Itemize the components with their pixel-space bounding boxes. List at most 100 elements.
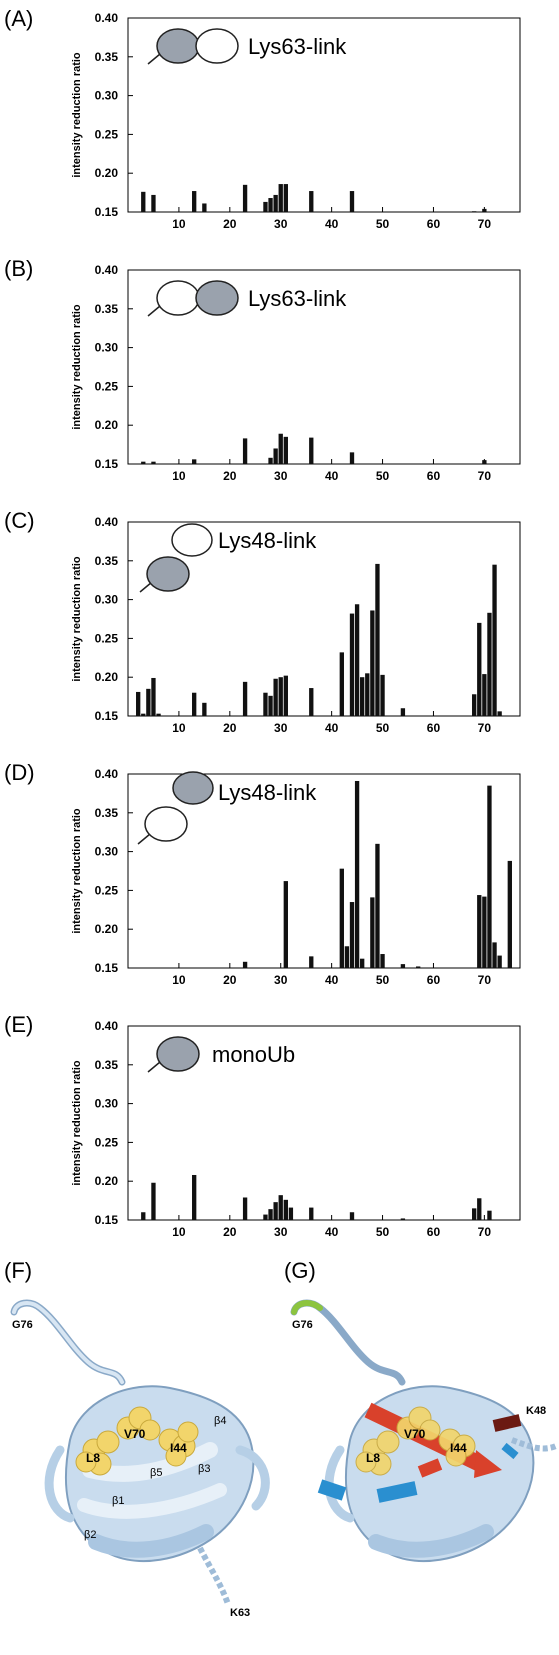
structure-label: β2 xyxy=(84,1529,96,1541)
panel-d: (D) 0.15 0.20 0.25 0.30 0.35 0.40 10 20 30 40 50 60… xyxy=(0,756,559,1001)
x-tick-label: 40 xyxy=(325,721,339,732)
structure-label: K63 xyxy=(230,1607,250,1619)
y-tick-label: 0.40 xyxy=(95,767,119,781)
structure-label: V70 xyxy=(124,1427,146,1441)
bar xyxy=(309,688,314,716)
y-tick-label: 0.15 xyxy=(95,961,119,975)
legend-diubiquitin-icon xyxy=(137,771,214,845)
y-axis-label: intensity reduction ratio xyxy=(71,304,83,430)
bar xyxy=(375,843,380,968)
structure-label: L8 xyxy=(366,1451,380,1465)
bar xyxy=(309,1207,314,1220)
bar xyxy=(288,1207,294,1220)
bar xyxy=(268,695,273,716)
structure-label: β4 xyxy=(214,1415,226,1427)
y-tick-label: 0.25 xyxy=(95,631,119,645)
x-tick-label: 50 xyxy=(376,721,390,732)
bar xyxy=(151,194,156,212)
y-tick-label: 0.25 xyxy=(95,883,119,897)
bar xyxy=(360,677,365,716)
x-tick-label: 60 xyxy=(427,217,441,228)
bar-chart-a: 0.150.200.250.300.350.4010203040506070Re… xyxy=(71,11,521,245)
bar xyxy=(192,1174,197,1220)
bar xyxy=(202,203,207,212)
legend-label: monoUb xyxy=(212,1042,295,1067)
bar xyxy=(268,457,273,464)
bar xyxy=(472,211,477,212)
y-tick-label: 0.20 xyxy=(95,166,119,180)
bar xyxy=(472,1208,477,1220)
bar xyxy=(497,955,502,968)
x-tick-label: 60 xyxy=(427,973,441,984)
bar xyxy=(482,896,487,968)
bar xyxy=(273,448,278,464)
structure-label: L8 xyxy=(86,1451,100,1465)
legend-label: Lys63-link xyxy=(248,34,347,59)
bar xyxy=(283,675,288,716)
x-tick-label: 30 xyxy=(274,469,288,480)
structure-label: β5 xyxy=(150,1467,162,1479)
legend-diubiquitin-icon xyxy=(147,1036,200,1073)
k48-side-chain xyxy=(510,1437,558,1452)
y-tick-label: 0.25 xyxy=(95,379,119,393)
panel-label: (C) xyxy=(4,508,35,533)
plot-frame xyxy=(127,17,521,213)
y-axis-label: intensity reduction ratio xyxy=(71,1060,83,1186)
bar xyxy=(309,437,314,464)
bar xyxy=(507,860,512,968)
bar xyxy=(477,622,482,716)
x-tick-label: 20 xyxy=(223,217,237,228)
bar xyxy=(242,438,248,464)
x-tick-label: 50 xyxy=(376,973,390,984)
panel-label: (B) xyxy=(4,256,34,281)
y-tick-label: 0.35 xyxy=(95,1058,119,1072)
y-tick-label: 0.40 xyxy=(95,263,119,277)
bar xyxy=(268,198,273,212)
y-tick-label: 0.15 xyxy=(95,709,119,723)
bar xyxy=(309,956,314,968)
x-tick-label: 70 xyxy=(478,217,492,228)
x-tick-label: 20 xyxy=(223,721,237,732)
bar xyxy=(416,966,421,968)
structure-label: G76 xyxy=(12,1319,33,1331)
y-tick-label: 0.25 xyxy=(95,127,119,141)
bar xyxy=(354,780,360,968)
x-tick-label: 40 xyxy=(325,469,339,480)
bar xyxy=(400,1218,406,1220)
x-tick-label: 70 xyxy=(478,721,492,732)
bar xyxy=(487,785,492,968)
bar xyxy=(278,677,283,716)
bar xyxy=(400,964,406,968)
y-tick-label: 0.30 xyxy=(95,845,119,859)
panel-label: (E) xyxy=(4,1012,34,1037)
bar xyxy=(136,691,141,716)
x-tick-label: 50 xyxy=(376,469,390,480)
legend-label: Lys48-link xyxy=(218,528,317,553)
bar xyxy=(141,713,146,716)
x-tick-label: 30 xyxy=(274,217,288,228)
bar xyxy=(278,184,283,212)
bar xyxy=(268,1209,273,1220)
panel-b: (B) 0.15 0.20 0.25 0.30 0.35 0.40 10 20 30 40 50 60… xyxy=(0,252,559,497)
plot-frame xyxy=(127,269,521,465)
bar xyxy=(370,897,375,968)
highlight-strand-red xyxy=(417,1458,443,1478)
bar xyxy=(273,678,278,716)
bar xyxy=(141,191,146,212)
legend-label: Lys48-link xyxy=(218,780,317,805)
highlight-strand-blue xyxy=(501,1442,519,1460)
y-tick-label: 0.40 xyxy=(95,515,119,529)
bar xyxy=(263,1214,268,1220)
bar xyxy=(360,958,365,968)
bar xyxy=(273,1202,278,1220)
x-tick-label: 10 xyxy=(172,721,186,732)
y-tick-label: 0.35 xyxy=(95,806,119,820)
y-tick-label: 0.15 xyxy=(95,1213,119,1227)
bar xyxy=(263,692,268,716)
helix xyxy=(88,1524,214,1558)
x-tick-label: 50 xyxy=(376,1225,390,1236)
x-tick-label: 60 xyxy=(427,1225,441,1236)
panel-e: (E) 0.15 0.20 0.25 0.30 0.35 0.40 10 20 30 40 50 60… xyxy=(0,1008,559,1253)
x-tick-label: 30 xyxy=(274,973,288,984)
x-tick-label: 20 xyxy=(223,973,237,984)
